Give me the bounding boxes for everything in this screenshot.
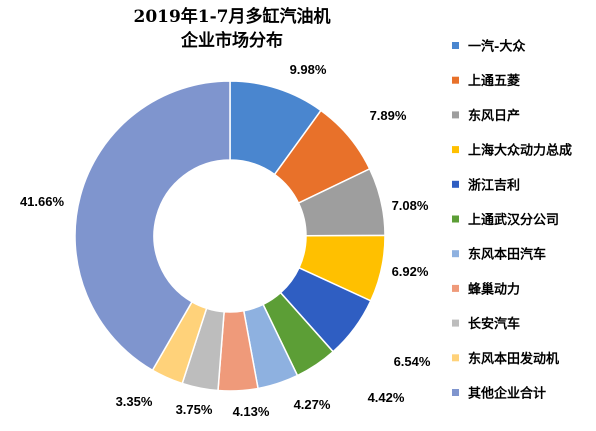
- legend-label-9: 长安汽车: [468, 316, 520, 332]
- value-label-9: 3.75%: [176, 402, 213, 417]
- legend-swatch-7: [452, 250, 459, 258]
- value-label-2: 7.89%: [370, 108, 407, 123]
- legend-swatch-9: [452, 319, 459, 327]
- legend-swatch-1: [452, 42, 459, 49]
- value-label-8: 4.13%: [233, 404, 270, 419]
- legend-swatch-2: [452, 76, 459, 84]
- legend-swatch-4: [452, 146, 459, 154]
- value-label-5: 6.54%: [394, 354, 431, 369]
- legend-swatch-8: [452, 284, 459, 292]
- donut-slice-11: [74, 80, 231, 372]
- legend-label-2: 上通五菱: [468, 73, 520, 89]
- legend-label-6: 上通武汉分公司: [468, 212, 559, 228]
- value-label-10: 3.35%: [116, 394, 153, 409]
- value-labels: 9.98% 7.89% 7.08% 6.92% 6.54% 4.42% 4.27% 4.13%…: [20, 62, 431, 419]
- legend-label-7: 东风本田汽车: [468, 247, 546, 263]
- legend-swatch-10: [452, 354, 459, 362]
- legend-label-8: 蜂巢动力: [468, 281, 520, 297]
- value-label-3: 7.08%: [392, 198, 429, 213]
- legend: 一汽-大众上通五菱东风日产上海大众动力总成浙江吉利上通武汉分公司东风本田汽车蜂巢…: [452, 39, 572, 402]
- value-label-1: 9.98%: [290, 62, 327, 77]
- legend-label-10: 东风本田发动机: [468, 351, 559, 367]
- legend-label-5: 浙江吉利: [468, 177, 520, 193]
- value-label-6: 4.42%: [368, 390, 405, 405]
- chart-title-line-1: 2019年1-7月多缸汽油机: [133, 6, 330, 27]
- donut-slices: [74, 80, 386, 392]
- legend-swatch-11: [452, 389, 459, 396]
- chart-title-line-2: 企业市场分布: [180, 30, 283, 51]
- legend-swatch-6: [452, 215, 459, 223]
- legend-label-4: 上海大众动力总成: [468, 143, 572, 159]
- value-label-4: 6.92%: [392, 264, 429, 279]
- legend-label-11: 其他企业合计: [468, 386, 546, 402]
- legend-swatch-5: [452, 180, 459, 188]
- legend-label-1: 一汽-大众: [468, 39, 525, 55]
- legend-label-3: 东风日产: [468, 108, 520, 124]
- legend-swatch-3: [452, 111, 459, 119]
- value-label-11: 41.66%: [20, 194, 65, 209]
- value-label-7: 4.27%: [294, 397, 331, 412]
